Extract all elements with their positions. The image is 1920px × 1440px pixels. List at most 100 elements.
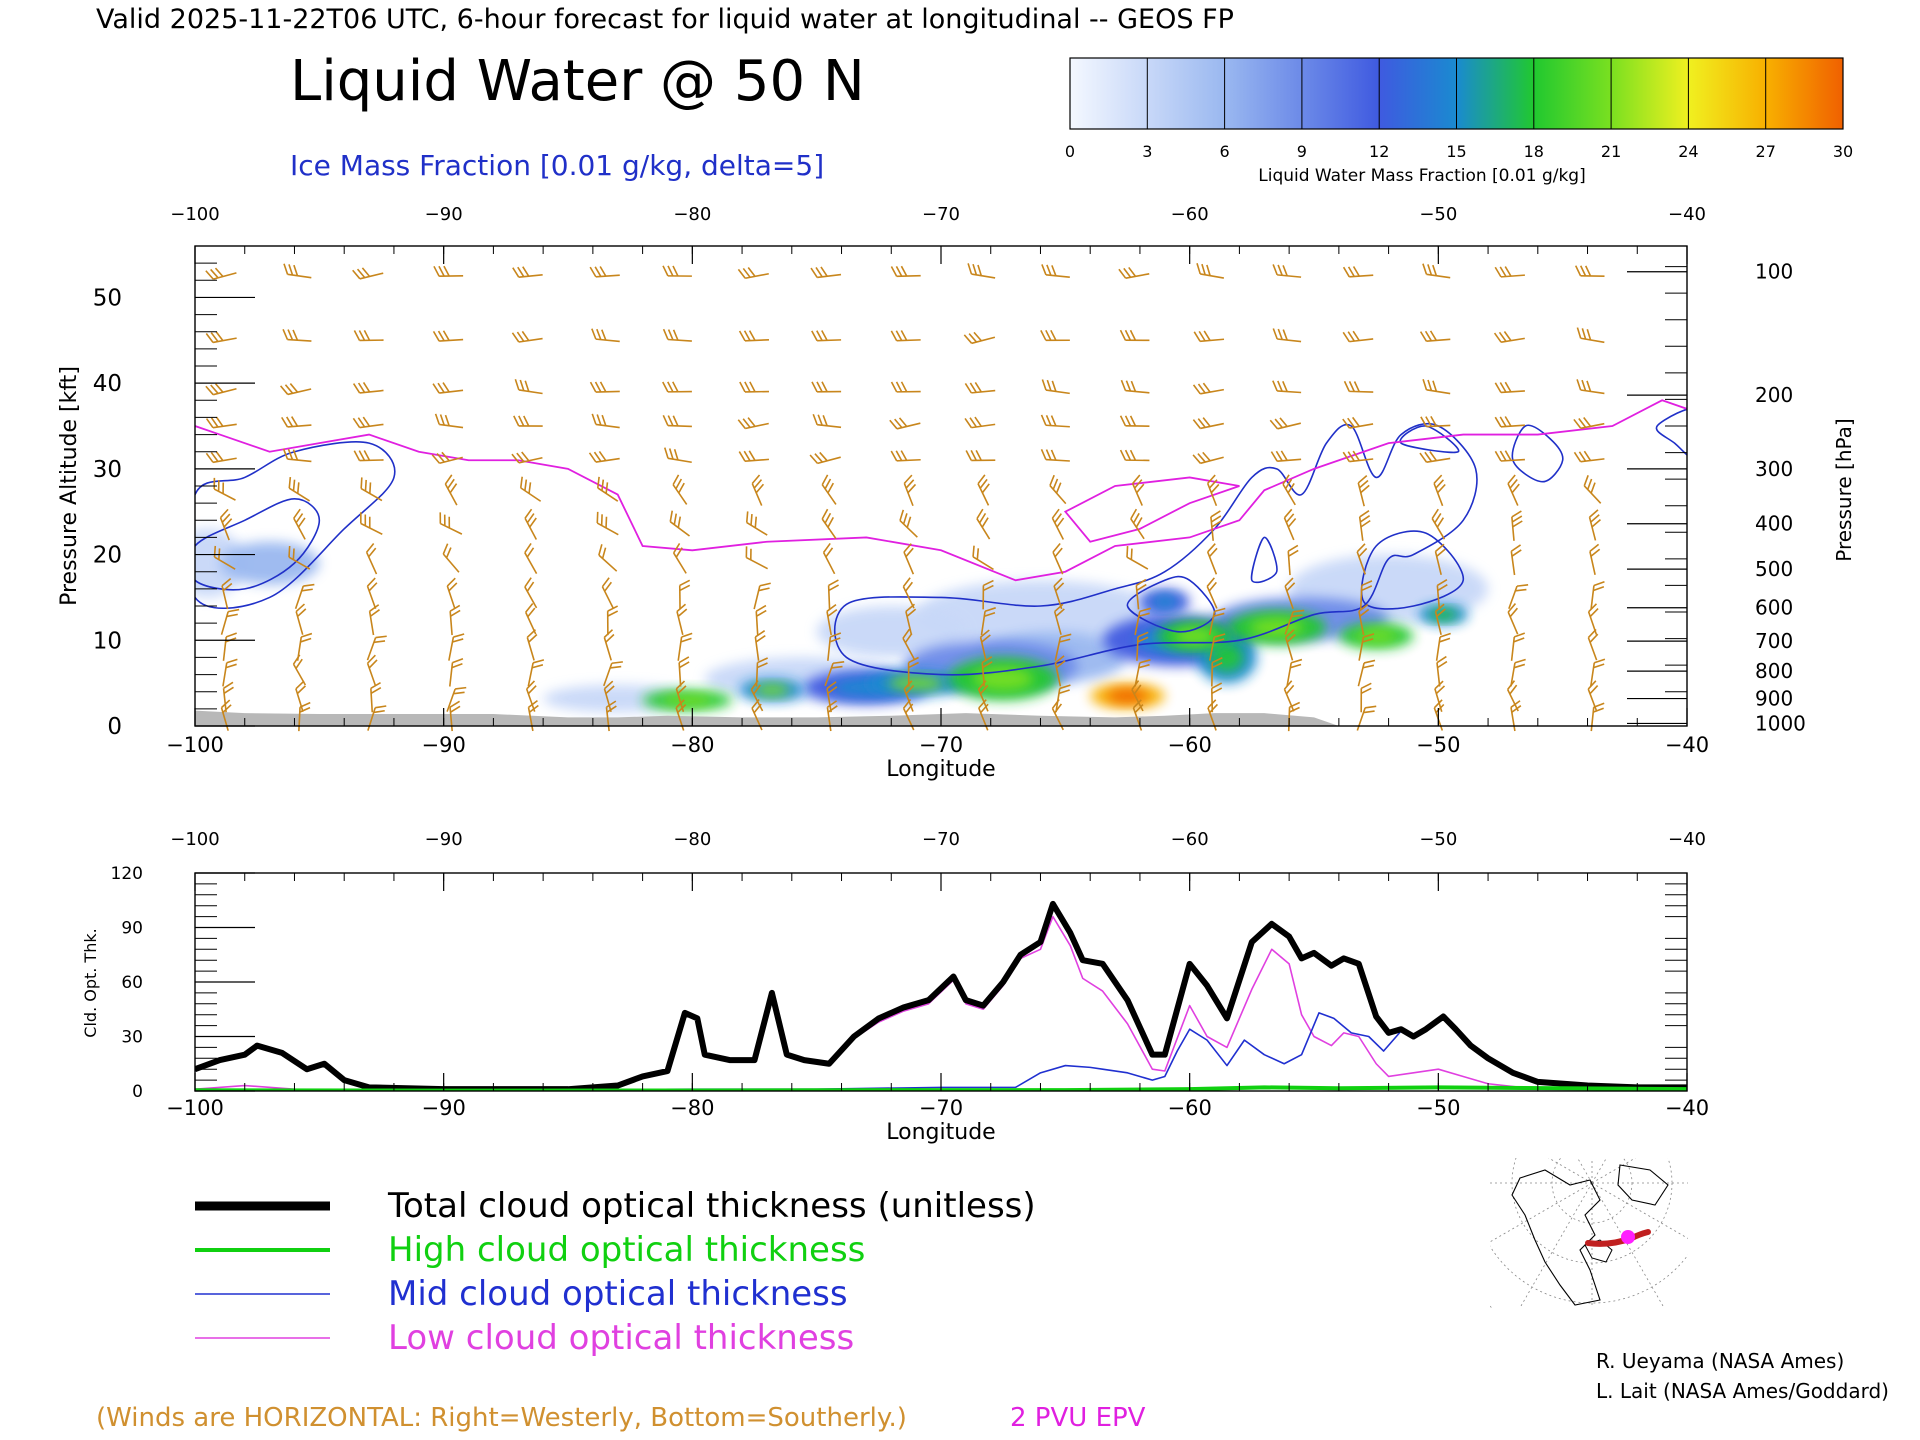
wind-barb bbox=[433, 265, 464, 278]
wind-barb-staff bbox=[287, 388, 312, 396]
wind-barb-feather bbox=[669, 510, 674, 522]
wind-barb-staff bbox=[1510, 551, 1516, 576]
bottom-x-tick-label-upper: −40 bbox=[1668, 829, 1706, 850]
top-x-tick-label-upper: −80 bbox=[673, 204, 711, 225]
wind-barb-feather bbox=[368, 547, 377, 558]
wind-barb-staff bbox=[596, 522, 619, 536]
wind-barb-shape bbox=[672, 474, 688, 505]
wind-barb-feather bbox=[519, 476, 523, 488]
wind-barb-shape bbox=[903, 543, 915, 575]
wind-barb-staff bbox=[821, 518, 837, 540]
wind-barb bbox=[1494, 450, 1525, 462]
wind-barb-feather bbox=[1272, 264, 1278, 276]
wind-barb bbox=[982, 579, 994, 610]
wind-barb bbox=[1358, 633, 1375, 661]
wind-barb-feather bbox=[1197, 383, 1206, 394]
wind-barb-feather bbox=[905, 479, 915, 489]
wind-barb bbox=[810, 266, 842, 279]
wind-barb-feather bbox=[1280, 450, 1288, 461]
wind-barb-staff bbox=[1125, 389, 1150, 394]
wind-barb-shape bbox=[588, 450, 620, 463]
wind-barb-feather bbox=[1050, 329, 1057, 341]
wind-barb-feather bbox=[1363, 633, 1375, 638]
wind-barb-feather bbox=[742, 267, 751, 278]
wind-barb-feather bbox=[300, 637, 312, 643]
wind-barb-shape bbox=[1210, 682, 1223, 713]
wind-barb bbox=[890, 381, 921, 393]
wind-barb-feather bbox=[905, 703, 914, 714]
wind-barb-feather bbox=[300, 632, 313, 638]
wind-barb-feather bbox=[432, 383, 440, 394]
liquid-water-core bbox=[888, 676, 944, 691]
wind-barb-feather bbox=[982, 661, 993, 669]
wind-barb-shape bbox=[675, 699, 687, 731]
wind-barb-feather bbox=[672, 329, 679, 341]
wind-barb-shape bbox=[1040, 329, 1070, 342]
wind-barb-feather bbox=[512, 267, 520, 278]
wind-barb-staff bbox=[896, 274, 921, 278]
wind-barb-feather bbox=[603, 629, 614, 638]
wind-barb-shape bbox=[979, 629, 991, 661]
wind-barb-feather bbox=[353, 330, 361, 341]
wind-barb bbox=[739, 381, 769, 393]
wind-barb-shape bbox=[827, 579, 839, 610]
wind-barb bbox=[222, 632, 237, 661]
wind-barb-feather bbox=[296, 685, 307, 695]
wind-barb-feather bbox=[439, 512, 442, 524]
wind-barb bbox=[598, 544, 618, 572]
pressure-tick-label: 800 bbox=[1755, 659, 1793, 683]
wind-barb-shape bbox=[1196, 263, 1225, 279]
wind-barb-staff bbox=[817, 456, 841, 465]
wind-barb-feather bbox=[1435, 603, 1445, 613]
wind-barb-staff bbox=[1580, 337, 1605, 344]
wind-barb bbox=[821, 474, 837, 505]
wind-barb-staff bbox=[672, 484, 688, 505]
wind-barb-feather bbox=[1041, 379, 1047, 391]
wind-barb-shape bbox=[965, 449, 996, 462]
wind-barb bbox=[288, 477, 311, 502]
wind-barb bbox=[963, 331, 996, 345]
wind-barb-shape bbox=[745, 511, 768, 536]
wind-barb-feather bbox=[1193, 331, 1201, 342]
wind-barb-feather bbox=[455, 686, 467, 690]
wind-barb-feather bbox=[361, 267, 371, 277]
wind-barb-feather bbox=[743, 450, 751, 462]
wind-barb-feather bbox=[1052, 478, 1059, 490]
wind-barb-shape bbox=[352, 267, 384, 280]
wind-barb-feather bbox=[527, 607, 536, 618]
wind-barb-shape bbox=[1053, 603, 1065, 635]
wind-barb-shape bbox=[809, 451, 841, 465]
wind-barb-feather bbox=[431, 454, 441, 464]
wind-barb-feather bbox=[293, 508, 301, 519]
bottom-y-tick-label: 120 bbox=[111, 864, 143, 884]
wind-barb-shape bbox=[1587, 680, 1599, 712]
wind-barb-shape bbox=[514, 379, 543, 395]
wind-barb-shape bbox=[1119, 449, 1150, 462]
wind-barb-feather bbox=[1055, 660, 1066, 669]
top-y-tick-label: 40 bbox=[93, 371, 122, 397]
wind-barb-feather bbox=[1359, 510, 1370, 518]
wind-barb-staff bbox=[1049, 485, 1067, 505]
wind-barb-shape bbox=[1192, 451, 1224, 465]
wind-barb-shape bbox=[976, 508, 991, 540]
wind-barb-feather bbox=[1342, 266, 1350, 278]
wind-barb-feather bbox=[596, 511, 599, 524]
wind-barb-staff bbox=[520, 487, 542, 502]
wind-barb-staff bbox=[448, 662, 454, 687]
wind-barb-feather bbox=[1592, 707, 1604, 713]
wind-barb-feather bbox=[827, 705, 838, 713]
wind-barb-feather bbox=[286, 416, 294, 427]
top-y-right-axis-label: Pressure [hPa] bbox=[1832, 418, 1856, 561]
wind-barb-shape bbox=[293, 508, 306, 540]
wind-barb-staff bbox=[1045, 424, 1070, 428]
bottom-x-tick-label-upper: −70 bbox=[922, 829, 960, 850]
wind-barb-feather bbox=[1591, 518, 1601, 528]
wind-barb-staff bbox=[1587, 637, 1598, 661]
wind-barb-feather bbox=[900, 450, 908, 461]
wind-barb-staff bbox=[597, 487, 619, 502]
bottom-y-tick-label: 90 bbox=[121, 919, 143, 939]
wind-barb-feather bbox=[748, 450, 756, 461]
wind-barb-staff bbox=[905, 611, 913, 636]
wind-barb-feather bbox=[1513, 663, 1526, 669]
wind-barb-feather bbox=[895, 265, 903, 277]
